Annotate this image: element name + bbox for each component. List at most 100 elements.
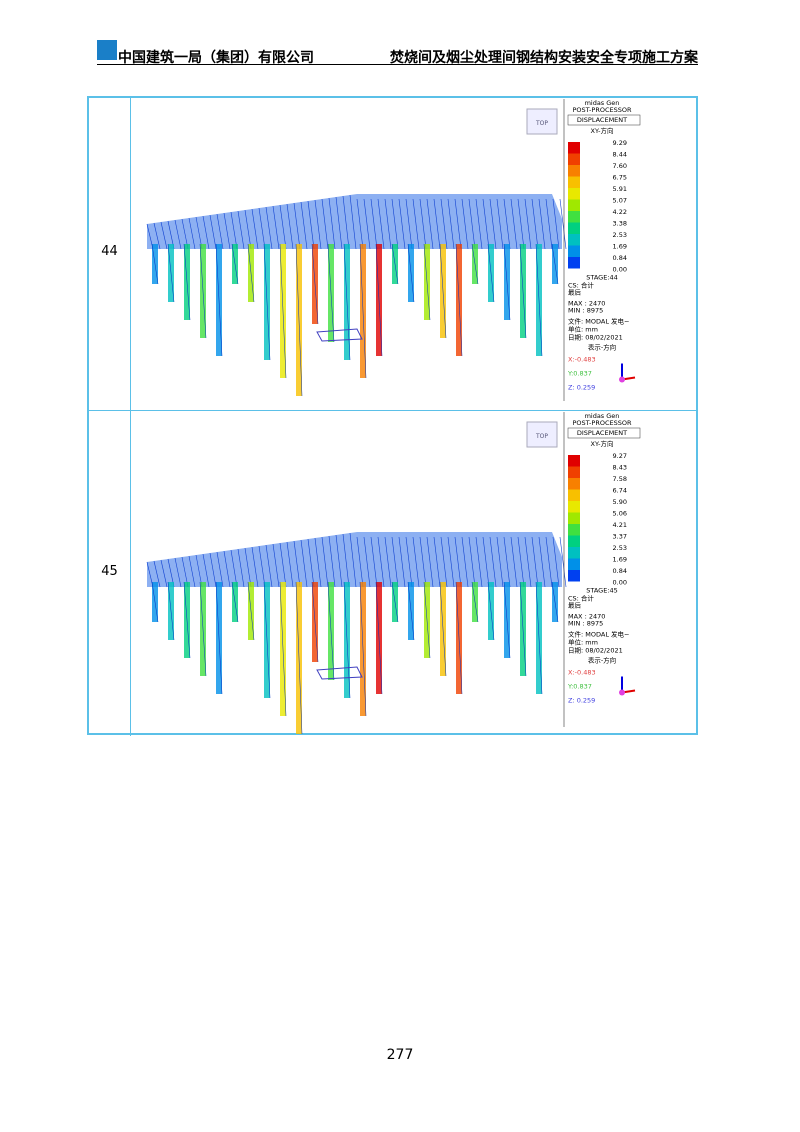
roof-member	[237, 210, 245, 250]
roof-member	[524, 198, 532, 250]
roof-member	[538, 198, 546, 250]
column-brace	[503, 581, 511, 659]
legend-swatch	[568, 489, 580, 501]
column-brace	[551, 581, 559, 623]
roof-member	[286, 203, 294, 250]
column-brace	[279, 581, 287, 717]
legend-value: 2.53	[613, 544, 627, 552]
roof-member	[475, 198, 483, 250]
column-brace	[503, 243, 511, 321]
column-brace	[279, 243, 287, 379]
roof-member	[384, 536, 392, 588]
legend-value: 1.69	[613, 243, 627, 251]
legend-swatch	[568, 466, 580, 478]
roof-member	[356, 198, 364, 250]
legend-value: 5.06	[613, 510, 627, 518]
legend-swatch	[568, 222, 580, 234]
unit-label: 单位: mm	[568, 638, 598, 647]
roof-member	[321, 536, 329, 588]
column-brace	[311, 581, 319, 663]
column-brace	[391, 243, 399, 285]
roof-member	[223, 212, 231, 250]
roof-member	[440, 536, 448, 588]
roof-member	[559, 198, 567, 250]
roof-member	[391, 536, 399, 588]
legend-swatch	[568, 245, 580, 257]
roof-member	[272, 543, 280, 588]
roof-member	[307, 200, 315, 250]
legend-value: 8.44	[613, 151, 627, 159]
roof-member	[335, 534, 343, 588]
table-row: 45 TOP midas Gen POST-PROCESSOR DISPLACEMENT…	[89, 410, 696, 736]
roof-member	[174, 219, 182, 250]
document-title: 焚烧间及烟尘处理间钢结构安装安全专项施工方案	[390, 50, 698, 66]
roof-member	[377, 536, 385, 588]
base-plate	[316, 666, 363, 680]
roof-member	[391, 198, 399, 250]
company-name: 中国建筑一局（集团）有限公司	[118, 50, 314, 66]
roof-member	[174, 557, 182, 588]
roof-member	[510, 198, 518, 250]
roof-member	[468, 536, 476, 588]
column-brace	[327, 243, 335, 343]
roof-member	[272, 205, 280, 250]
column-brace	[263, 581, 271, 699]
cs-label: CS: 合计	[568, 594, 594, 603]
roof-member	[230, 211, 238, 250]
column-brace	[231, 243, 239, 285]
stage-label: STAGE:44	[586, 274, 618, 282]
roof	[147, 532, 562, 587]
legend-swatch	[568, 524, 580, 536]
cs-label: CS: 合计	[568, 281, 594, 290]
roof-member	[307, 538, 315, 588]
legend-value: 2.53	[613, 231, 627, 239]
column-brace	[391, 581, 399, 623]
software-name: midas Gen	[585, 412, 620, 420]
roof-member	[237, 548, 245, 588]
z-component: Z: 0.259	[568, 384, 595, 392]
roof-member	[160, 221, 168, 250]
legend-swatch	[568, 165, 580, 177]
roof-member	[517, 536, 525, 588]
roof-member	[216, 551, 224, 588]
roof-member	[531, 198, 539, 250]
roof-member	[545, 198, 553, 250]
table: 44 TOP midas Gen POST-PROCESSOR DISPLACEMENT…	[87, 96, 698, 736]
legend-swatch	[568, 142, 580, 154]
page-number: 277	[386, 1047, 414, 1063]
roof-member	[230, 549, 238, 588]
column-brace	[183, 243, 191, 321]
roof-member	[335, 196, 343, 250]
result-type: DISPLACEMENT	[577, 429, 627, 437]
roof-member	[538, 536, 546, 588]
module-name: POST-PROCESSOR	[573, 106, 632, 114]
roof-member	[489, 198, 497, 250]
roof-member	[489, 536, 497, 588]
column-brace	[247, 581, 255, 641]
roof-member	[195, 216, 203, 250]
roof-member	[461, 198, 469, 250]
step-label: 最后	[568, 288, 582, 297]
logo	[97, 40, 117, 60]
legend-value: 0.00	[613, 266, 627, 274]
unit-label: 单位: mm	[568, 325, 598, 334]
column-brace	[247, 243, 255, 303]
result-direction: XY-方向	[591, 126, 614, 135]
column-brace	[343, 243, 351, 361]
roof-member	[412, 536, 420, 588]
roof-member	[454, 198, 462, 250]
roof-member	[300, 539, 308, 588]
column-brace	[439, 581, 447, 677]
column-brace	[551, 243, 559, 285]
legend-swatch	[568, 455, 580, 467]
axis-origin	[619, 689, 625, 696]
column-brace	[423, 581, 431, 659]
roof-member	[202, 215, 210, 250]
column-brace	[535, 243, 543, 357]
column-brace	[311, 243, 319, 325]
stage-number: 44	[101, 244, 118, 259]
column-divider	[130, 98, 131, 410]
max-label: MAX : 2470	[568, 300, 605, 308]
